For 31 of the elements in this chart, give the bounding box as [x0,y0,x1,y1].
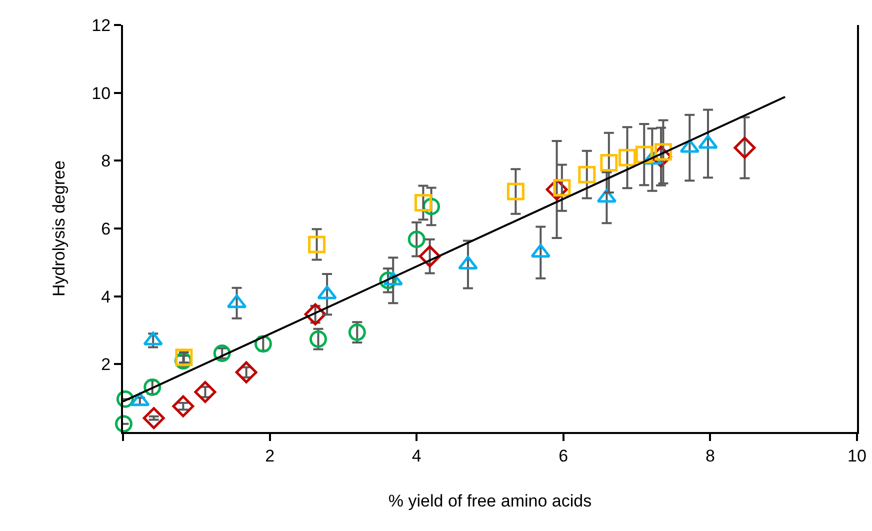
x-tick-label: 6 [558,446,568,466]
point [142,407,165,430]
y-tick-label: 10 [92,84,111,103]
y-tick-label: 2 [101,355,111,374]
point [172,395,194,418]
point [414,194,432,212]
point [114,415,132,433]
x-axis-title: % yield of free amino acids [388,491,592,510]
point [734,136,756,159]
point [175,348,193,366]
point [578,166,596,184]
point [506,182,524,200]
point [618,148,636,166]
x-tick-label: 8 [705,446,715,466]
y-tick-label: 4 [101,287,111,306]
x-tick-label: 4 [412,446,422,466]
point [308,236,326,254]
point [144,378,162,396]
y-tick-label: 8 [101,152,111,171]
point [235,361,258,384]
point [408,230,426,248]
point [194,380,216,403]
x-tick-label: 10 [848,446,866,466]
y-tick-label: 6 [101,219,111,238]
x-tick-label: 2 [265,446,275,466]
y-tick-label: 12 [92,16,111,35]
point [309,330,327,348]
y-axis-title: Hydrolysis degree [50,160,69,297]
point [600,154,618,172]
point [213,344,231,362]
point [348,324,366,342]
